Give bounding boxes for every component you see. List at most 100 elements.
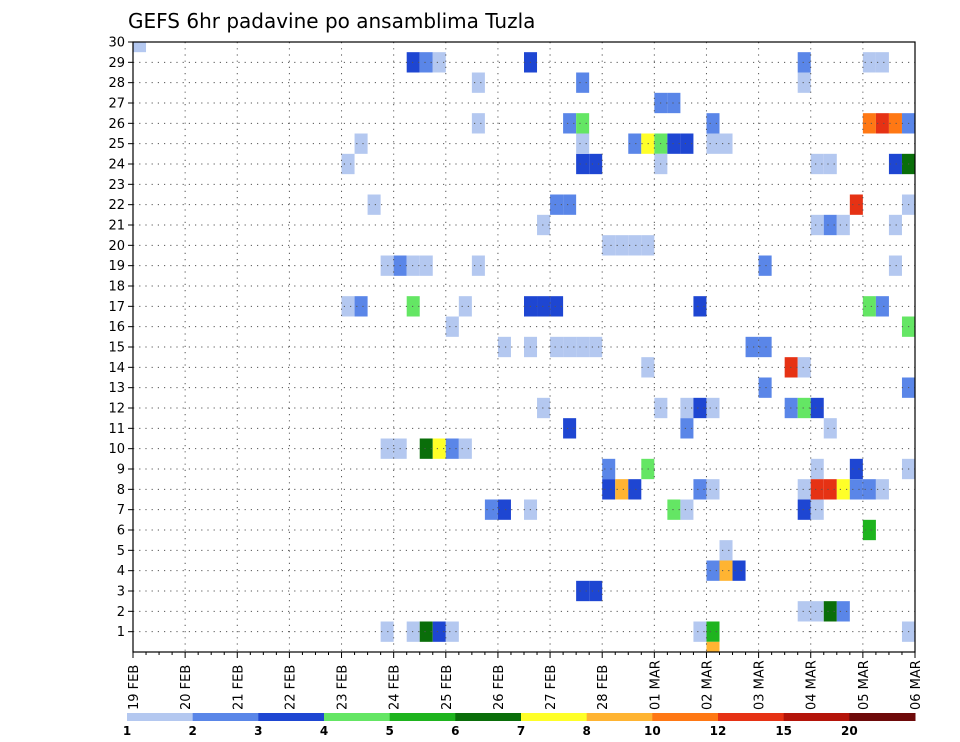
colorbar-swatch [521, 713, 588, 721]
heatmap-cell [576, 72, 590, 93]
y-tick-label: 24 [108, 158, 125, 173]
x-tick-label: 28 FEB [596, 665, 611, 710]
y-tick-label: 23 [108, 178, 125, 193]
y-tick-label: 4 [117, 564, 125, 579]
heatmap-cell [875, 296, 889, 317]
heatmap-cell [836, 479, 850, 500]
colorbar-swatch [192, 713, 259, 721]
y-tick-label: 17 [108, 300, 125, 315]
y-tick-label: 6 [117, 524, 125, 539]
heatmap-cell [445, 621, 459, 642]
heatmap-cell [719, 540, 733, 561]
heatmap-cell [380, 438, 394, 459]
heatmap-cell [471, 255, 485, 276]
colorbar-label: 2 [188, 724, 196, 738]
heatmap-cell [445, 316, 459, 337]
y-axis-ticks: 1234567891011121314151617181920212223242… [108, 36, 133, 640]
heatmap-cell [862, 479, 876, 500]
y-tick-label: 26 [108, 117, 125, 132]
x-tick-label: 03 MAR [753, 660, 768, 710]
colorbar-label: 3 [254, 724, 262, 738]
y-tick-label: 1 [117, 625, 125, 640]
colorbar-swatch [718, 713, 785, 721]
colorbar: 1 2 3 4 5 6 7 8 10 12 15 20 [123, 713, 916, 738]
y-tick-label: 11 [108, 422, 125, 437]
colorbar-swatch [652, 713, 719, 721]
y-tick-label: 18 [108, 280, 125, 295]
x-tick-label: 02 MAR [700, 660, 715, 710]
heatmap-cell [719, 560, 733, 581]
colorbar-swatch [455, 713, 522, 721]
heatmap-cell [419, 52, 433, 73]
heatmap-cell [497, 499, 511, 520]
heatmap-cell [341, 153, 355, 175]
heatmap-cell [680, 499, 694, 520]
heatmap-cell [341, 296, 355, 317]
colorbar-swatch [783, 713, 850, 721]
x-tick-label: 24 FEB [388, 665, 403, 710]
heatmap-cell [589, 580, 603, 602]
y-tick-label: 16 [108, 320, 125, 335]
heatmap-cell [667, 133, 681, 154]
y-tick-label: 14 [108, 361, 125, 376]
heatmap-cell [888, 113, 902, 134]
y-tick-label: 15 [108, 341, 125, 356]
heatmap-cell [797, 357, 811, 378]
heatmap-cell [706, 113, 720, 134]
heatmap-cell [550, 336, 564, 358]
heatmap-cell [693, 296, 707, 317]
x-tick-label: 27 FEB [544, 665, 559, 710]
colorbar-label: 5 [385, 724, 393, 738]
heatmap-cell [888, 214, 902, 236]
heatmap-cell [836, 214, 850, 236]
heatmap-cell [862, 52, 876, 73]
heatmap-cell [458, 438, 472, 459]
x-tick-label: 04 MAR [805, 660, 820, 710]
heatmap-cell [354, 133, 368, 154]
y-tick-label: 27 [108, 97, 125, 112]
heatmap-cell [823, 479, 837, 500]
y-tick-label: 9 [117, 463, 125, 478]
y-tick-label: 8 [117, 483, 125, 498]
y-tick-label: 29 [108, 56, 125, 71]
x-tick-label: 05 MAR [857, 660, 872, 710]
heatmap-cell [849, 194, 863, 215]
heatmap-cell [602, 479, 616, 500]
heatmap-cell [823, 214, 837, 236]
heatmap-cell [797, 479, 811, 500]
x-tick-label: 21 FEB [231, 665, 246, 710]
y-tick-label: 25 [108, 137, 125, 152]
heatmap-cell [680, 133, 694, 154]
colorbar-label: 7 [517, 724, 525, 738]
heatmap-cell [576, 153, 590, 175]
heatmap-cell [667, 92, 681, 114]
x-tick-label: 20 FEB [179, 665, 194, 710]
heatmap-cell [550, 194, 564, 215]
heatmap-cell [419, 621, 433, 642]
heatmap-cell [406, 296, 420, 317]
heatmap-cell [797, 397, 811, 419]
x-tick-label: 01 MAR [648, 660, 663, 710]
heatmap-cell [732, 560, 746, 581]
heatmap-cell [680, 397, 694, 419]
chart-title: GEFS 6hr padavine po ansamblima Tuzla [128, 9, 535, 33]
heatmap-cell [823, 601, 837, 622]
heatmap-cell [628, 235, 642, 256]
heatmap-cell [380, 255, 394, 276]
heatmap-cell [471, 113, 485, 134]
heatmap-cell [758, 255, 772, 276]
heatmap-cell [797, 499, 811, 520]
colorbar-swatch [127, 713, 194, 721]
heatmap-cell [576, 580, 590, 602]
heatmap-cell [628, 479, 642, 500]
heatmap-cell [758, 336, 772, 358]
heatmap-cell [849, 458, 863, 480]
heatmap-cell [589, 153, 603, 175]
heatmap-cell [810, 397, 824, 419]
colorbar-label: 8 [582, 724, 590, 738]
heatmap-cell [758, 377, 772, 398]
heatmap-cell [862, 113, 876, 134]
heatmap-cell [862, 296, 876, 317]
